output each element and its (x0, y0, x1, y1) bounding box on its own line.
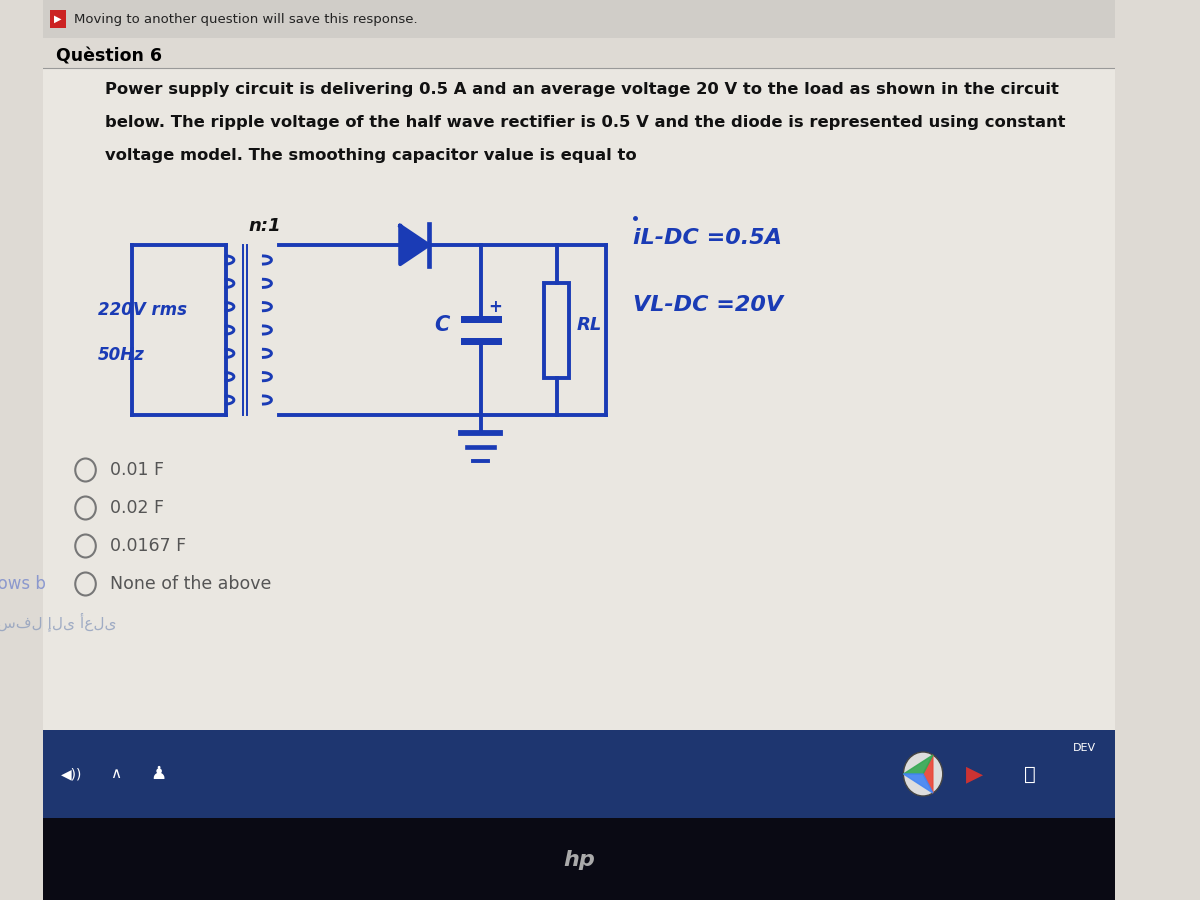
Text: VL-DC =20V: VL-DC =20V (632, 295, 782, 315)
Text: Moving to another question will save this response.: Moving to another question will save thi… (74, 13, 418, 25)
Text: ◀)): ◀)) (60, 767, 82, 781)
Bar (43, 730, 1115, 818)
Text: Power supply circuit is delivering 0.5 A and an average voltage 20 V to the load: Power supply circuit is delivering 0.5 A… (106, 82, 1060, 97)
Text: 💬: 💬 (1025, 764, 1037, 784)
Text: voltage model. The smoothing capacitor value is equal to: voltage model. The smoothing capacitor v… (106, 148, 637, 163)
Text: below. The ripple voltage of the half wave rectifier is 0.5 V and the diode is r: below. The ripple voltage of the half wa… (106, 115, 1066, 130)
Polygon shape (904, 774, 932, 793)
Bar (43, 818, 1115, 900)
Text: ▶: ▶ (966, 764, 983, 784)
Text: C: C (434, 315, 450, 335)
Text: DEV: DEV (1073, 743, 1096, 753)
Polygon shape (400, 226, 428, 265)
Text: 0.01 F: 0.01 F (109, 461, 163, 479)
Text: n:1: n:1 (248, 217, 281, 235)
Text: ▶: ▶ (54, 14, 61, 24)
Text: ♟: ♟ (150, 765, 166, 783)
Text: lows b: lows b (0, 575, 47, 593)
Text: اسفل إلى أعلى: اسفل إلى أعلى (0, 613, 116, 632)
Text: hp: hp (563, 850, 595, 870)
Text: None of the above: None of the above (109, 575, 271, 593)
Text: +: + (487, 298, 502, 316)
Bar (49, 10, 66, 28)
Text: 50Hz: 50Hz (98, 346, 145, 364)
Bar (43, 68, 1115, 790)
Polygon shape (904, 755, 932, 774)
Text: ∧: ∧ (109, 767, 121, 781)
Text: RL: RL (576, 316, 601, 334)
Polygon shape (923, 755, 932, 793)
Text: 220V rms: 220V rms (98, 301, 187, 319)
Text: 0.02 F: 0.02 F (109, 499, 163, 517)
Text: Quèstion 6: Quèstion 6 (56, 48, 162, 66)
Circle shape (904, 752, 943, 796)
Bar (544, 283, 569, 377)
Bar (43, 0, 1115, 38)
Text: iL-DC =0.5A: iL-DC =0.5A (632, 228, 781, 248)
Text: 0.0167 F: 0.0167 F (109, 537, 186, 555)
